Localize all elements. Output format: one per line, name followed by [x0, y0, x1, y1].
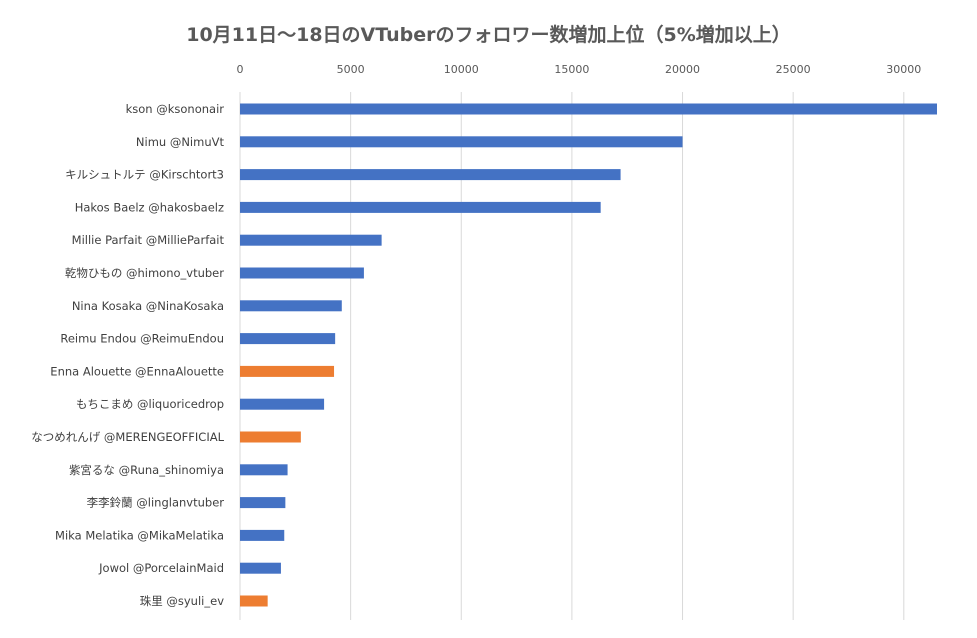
category-label: Millie Parfait @MillieParfait [72, 233, 225, 247]
bar [240, 562, 281, 574]
category-label: Nina Kosaka @NinaKosaka [72, 299, 224, 313]
bar [240, 300, 342, 312]
category-label: 紫宮るな @Runa_shinomiya [69, 463, 224, 477]
category-label: Nimu @NimuVt [136, 135, 225, 149]
bar [240, 103, 937, 115]
bar [240, 136, 683, 148]
category-label: Hakos Baelz @hakosbaelz [75, 200, 224, 214]
x-axis-ticks: 0 5000 10000 15000 20000 25000 30000 [237, 63, 922, 76]
bar [240, 365, 335, 377]
bars [240, 103, 937, 607]
x-tick-label: 15000 [554, 63, 589, 76]
category-label: なつめれんげ @MERENGEOFFICIAL [31, 430, 224, 444]
category-label: キルシュトルテ @Kirschtort3 [65, 168, 224, 182]
category-label: もちこまめ @liquoricedrop [76, 397, 224, 411]
category-label: 李李鈴蘭 @linglanvtuber [87, 496, 225, 510]
bar [240, 267, 364, 279]
bar [240, 431, 301, 443]
x-tick-label: 25000 [776, 63, 811, 76]
bar [240, 234, 382, 246]
category-label: 珠里 @syuli_ev [140, 594, 224, 608]
x-tick-label: 0 [237, 63, 244, 76]
category-label: Mika Melatika @MikaMelatika [55, 528, 224, 542]
category-label: 乾物ひもの @himono_vtuber [65, 266, 224, 280]
bar [240, 201, 601, 213]
x-tick-label: 10000 [444, 63, 479, 76]
chart-title: 10月11日～18日のVTuberのフォロワー数増加上位（5%増加以上） [186, 24, 791, 46]
x-tick-label: 30000 [886, 63, 921, 76]
bar [240, 595, 268, 607]
x-tick-label: 5000 [337, 63, 365, 76]
category-label: Reimu Endou @ReimuEndou [60, 332, 224, 346]
bar [240, 464, 288, 476]
x-tick-label: 20000 [665, 63, 700, 76]
bar [240, 497, 286, 509]
bar [240, 398, 325, 410]
category-labels: kson @ksononair Nimu @NimuVt キルシュトルテ @Kirs… [31, 102, 224, 608]
category-label: Jowol @PorcelainMaid [98, 561, 224, 575]
bar [240, 169, 621, 181]
bar [240, 529, 285, 541]
category-label: Enna Alouette @EnnaAlouette [50, 364, 224, 378]
category-label: kson @ksononair [126, 102, 225, 116]
bar [240, 333, 336, 345]
